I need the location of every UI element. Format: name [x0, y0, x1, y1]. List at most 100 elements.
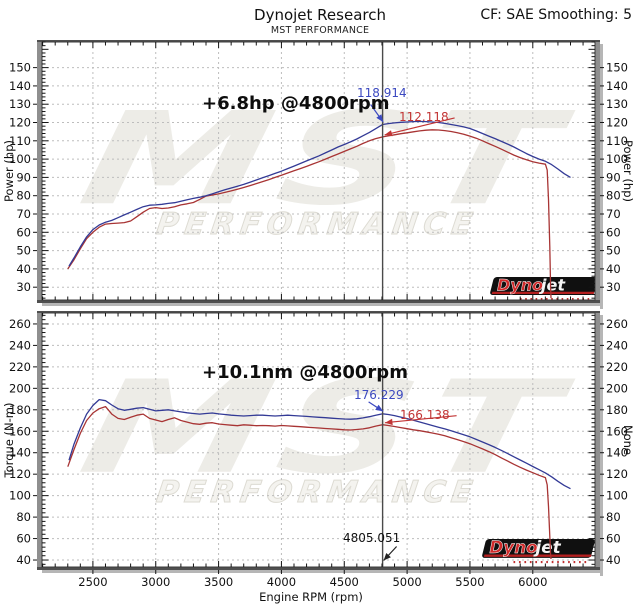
dynojet-logo: Dynojet — [490, 275, 598, 300]
svg-text:120: 120 — [9, 116, 31, 130]
svg-text:100: 100 — [9, 152, 31, 166]
svg-text:260: 260 — [9, 317, 31, 331]
svg-text:120: 120 — [606, 116, 628, 130]
annotation-arrowhead — [384, 130, 393, 137]
xaxis-title: Engine RPM (rpm) — [259, 590, 363, 604]
svg-text:110: 110 — [9, 134, 31, 148]
svg-text:60: 60 — [606, 225, 621, 239]
svg-text:160: 160 — [606, 424, 628, 438]
y-tick-labels: 40 40 60 60 80 80 100 100 120 120 140 140 160 160 180 1… — [9, 317, 628, 567]
svg-text:4000: 4000 — [267, 575, 296, 589]
ylabel-left: Power (hp) — [2, 140, 16, 202]
plot-frame — [33, 311, 604, 574]
blue-torque-curve — [68, 398, 571, 490]
svg-text:30: 30 — [16, 280, 31, 294]
svg-text:150: 150 — [9, 61, 31, 75]
svg-text:40: 40 — [16, 262, 31, 276]
svg-text:80: 80 — [606, 189, 621, 203]
annotation-arrowhead — [385, 418, 393, 426]
svg-text:Dyno: Dyno — [489, 537, 537, 557]
svg-text:70: 70 — [606, 207, 621, 221]
svg-text:100: 100 — [606, 489, 628, 503]
annotation-leader-line — [385, 415, 457, 424]
svg-text:200: 200 — [9, 381, 31, 395]
svg-text:Dyno: Dyno — [497, 276, 543, 295]
correction-smoothing-label: CF: SAE Smoothing: 5 — [480, 7, 632, 23]
torque-gain-annotation: +10.1nm @4800rpm — [202, 362, 408, 383]
svg-text:80: 80 — [16, 510, 31, 524]
svg-text:3500: 3500 — [204, 575, 233, 589]
svg-text:140: 140 — [9, 79, 31, 93]
axis-ticks — [33, 41, 604, 300]
svg-text:130: 130 — [9, 97, 31, 111]
annotation-arrowhead — [383, 553, 391, 561]
svg-text:5000: 5000 — [392, 575, 421, 589]
svg-text:110: 110 — [606, 134, 628, 148]
torque-cursor-value-blue: 176.229 — [354, 388, 404, 402]
svg-text:90: 90 — [606, 170, 621, 184]
plot-frame — [33, 40, 604, 303]
annotation-arrowhead — [375, 404, 384, 412]
svg-text:4500: 4500 — [330, 575, 359, 589]
svg-text:PERFORMANCE: PERFORMANCE — [154, 207, 480, 242]
svg-text:150: 150 — [606, 61, 628, 75]
svg-text:2500: 2500 — [78, 575, 107, 589]
torque-cursor-value-red: 166.138 — [400, 408, 450, 422]
svg-text:30: 30 — [606, 280, 621, 294]
ylabel-right: Power (hp) — [621, 140, 635, 202]
svg-text:120: 120 — [606, 467, 628, 481]
svg-text:5500: 5500 — [455, 575, 484, 589]
svg-text:260: 260 — [606, 317, 628, 331]
page-title: Dynojet Research — [254, 6, 386, 24]
svg-text:50: 50 — [16, 244, 31, 258]
page-subtitle: MST PERFORMANCE — [270, 25, 370, 36]
gridlines — [42, 313, 595, 567]
svg-text:100: 100 — [9, 489, 31, 503]
svg-text:PERFORMANCE: PERFORMANCE — [154, 475, 480, 510]
ylabel-right: None — [621, 425, 635, 455]
svg-text:220: 220 — [606, 360, 628, 374]
svg-text:jet: jet — [538, 276, 566, 295]
svg-text:240: 240 — [606, 338, 628, 352]
x-tick-labels: 2500 3000 3500 4000 4500 5000 5500 6000 — [78, 575, 547, 589]
cursor-rpm-label: 4805.051 — [343, 531, 401, 545]
svg-text:40: 40 — [16, 553, 31, 567]
svg-text:200: 200 — [606, 381, 628, 395]
power-cursor-value-red: 112.118 — [399, 110, 449, 124]
gridlines — [42, 42, 595, 300]
svg-text:140: 140 — [9, 446, 31, 460]
axis-ticks — [33, 313, 604, 574]
y-tick-labels: 30 30 40 40 50 50 60 60 70 70 80 80 90 90 100 100 110 110… — [9, 61, 628, 295]
svg-text:140: 140 — [606, 446, 628, 460]
red-torque-curve — [67, 405, 552, 560]
svg-text:3000: 3000 — [141, 575, 170, 589]
svg-text:240: 240 — [9, 338, 31, 352]
annotation-leader-line — [384, 117, 455, 136]
svg-text:140: 140 — [606, 79, 628, 93]
svg-text:6000: 6000 — [518, 575, 547, 589]
svg-text:130: 130 — [606, 97, 628, 111]
power-cursor-value-blue: 118.914 — [357, 86, 407, 100]
svg-text:220: 220 — [9, 360, 31, 374]
power-gain-annotation: +6.8hp @4800rpm — [202, 93, 390, 114]
svg-text:40: 40 — [606, 553, 621, 567]
blue-power-curve — [68, 120, 571, 267]
red-power-curve — [67, 129, 552, 299]
svg-text:180: 180 — [606, 403, 628, 417]
dynojet-logo: Dynojet — [482, 537, 595, 564]
svg-text:60: 60 — [606, 532, 621, 546]
svg-text:160: 160 — [9, 424, 31, 438]
svg-text:120: 120 — [9, 467, 31, 481]
ylabel-left: Torque (N-m) — [2, 403, 16, 479]
svg-text:50: 50 — [606, 244, 621, 258]
svg-text:80: 80 — [16, 189, 31, 203]
svg-text:60: 60 — [16, 225, 31, 239]
svg-text:180: 180 — [9, 403, 31, 417]
svg-text:80: 80 — [606, 510, 621, 524]
svg-text:100: 100 — [606, 152, 628, 166]
